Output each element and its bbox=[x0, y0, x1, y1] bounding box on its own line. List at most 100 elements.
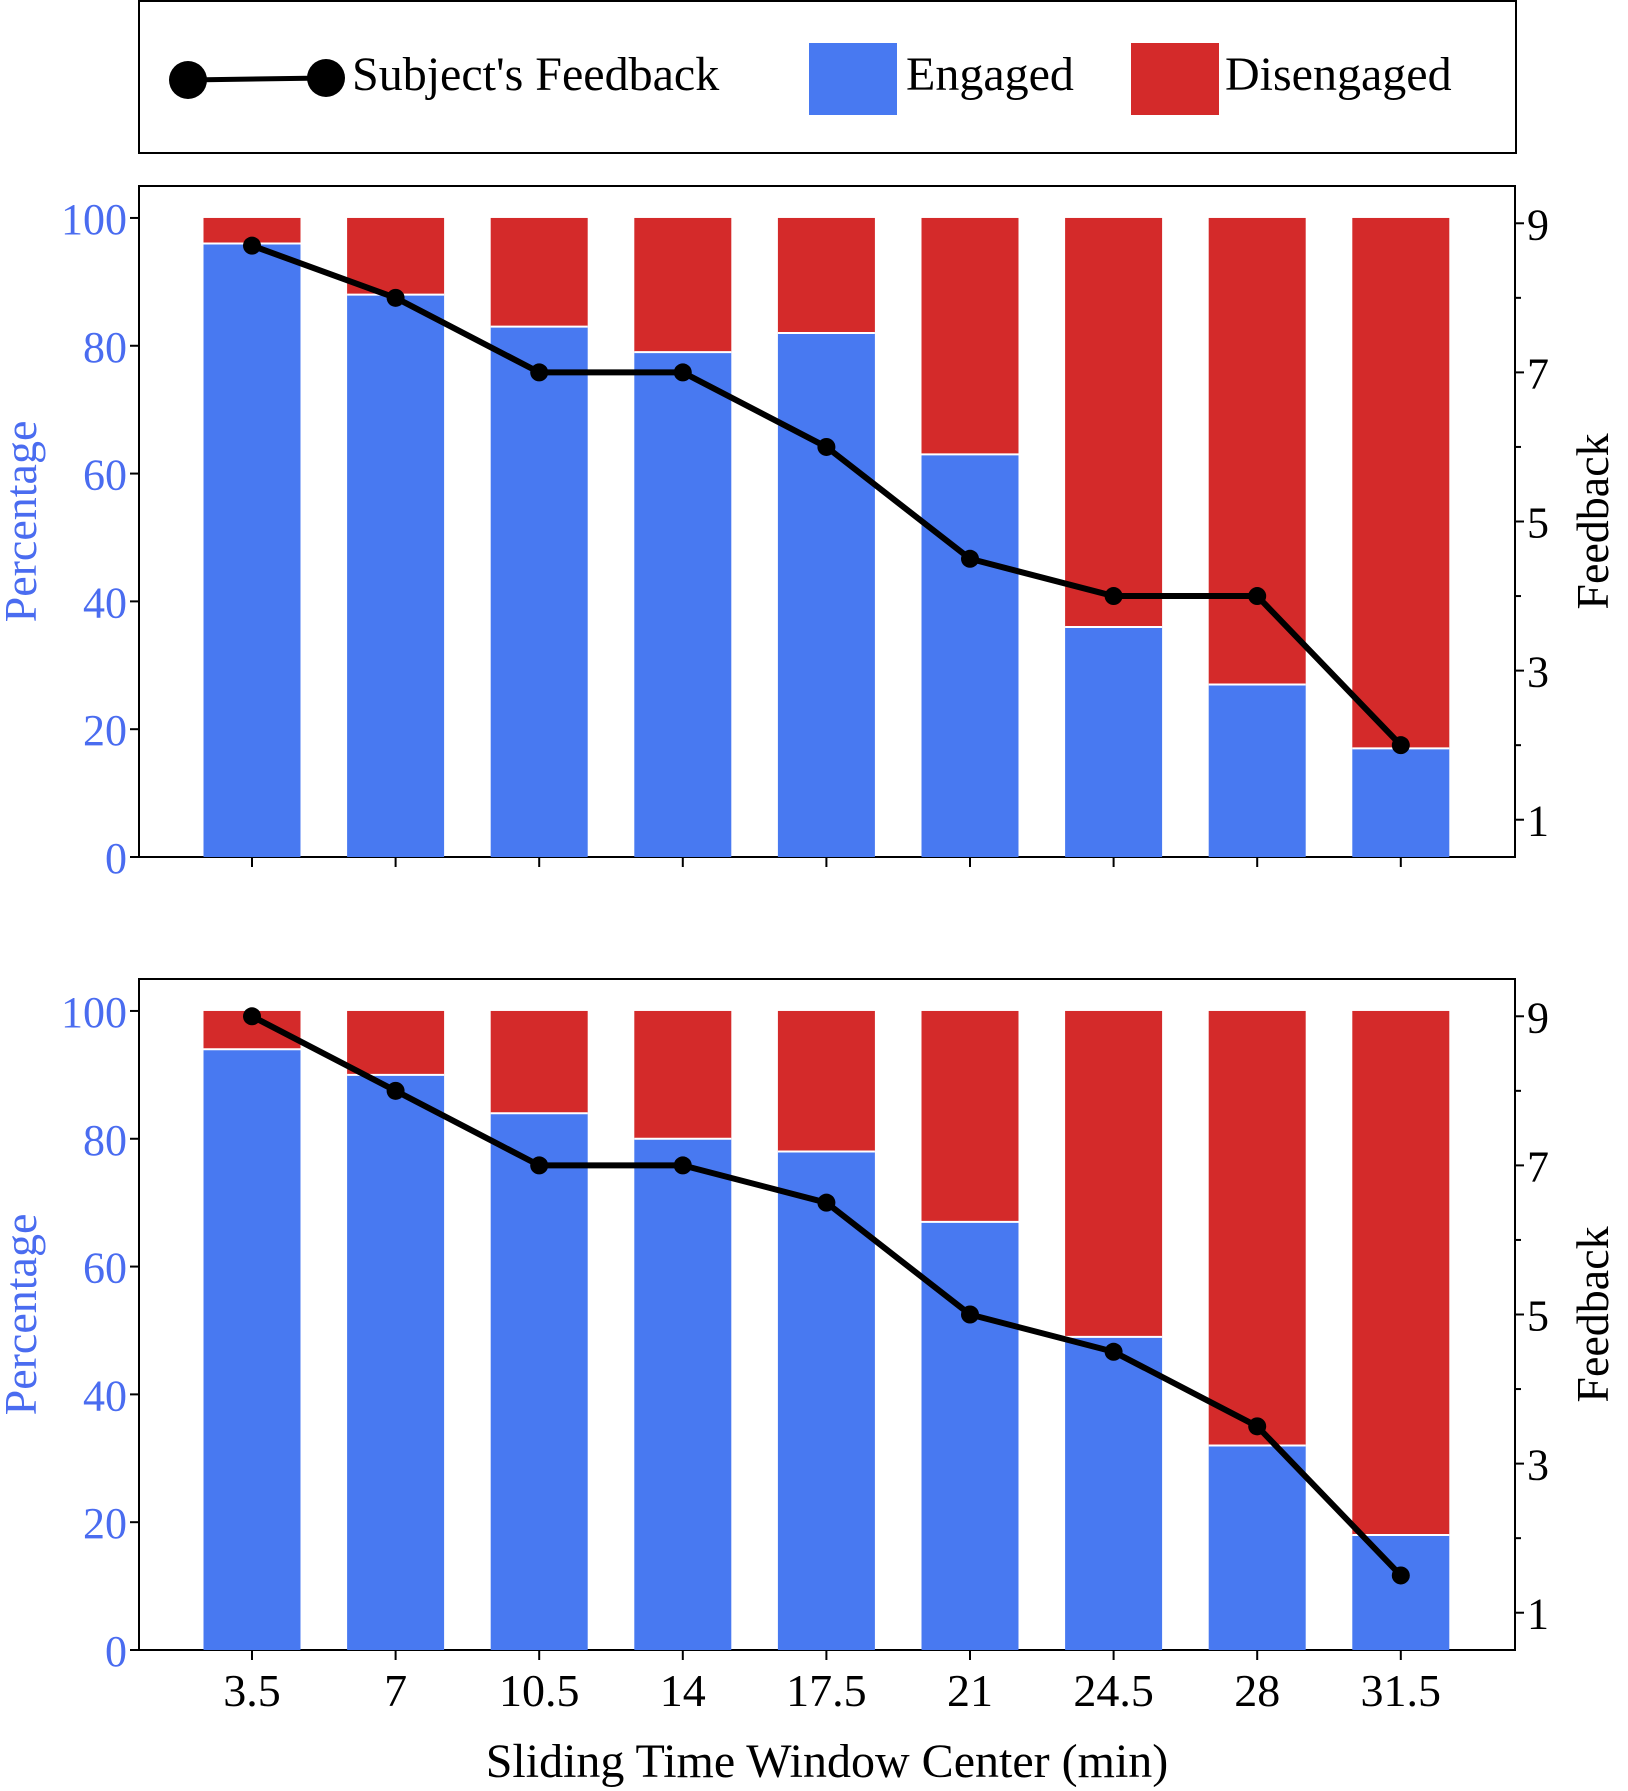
disengaged-bar bbox=[1208, 217, 1306, 685]
y2-tick-label: 7 bbox=[1527, 1142, 1549, 1191]
disengaged-bar bbox=[634, 217, 732, 353]
legend-disengaged-swatch bbox=[1131, 43, 1219, 115]
engaged-bar bbox=[1065, 1336, 1163, 1650]
y-tick-label: 100 bbox=[61, 195, 127, 244]
disengaged-bar bbox=[1352, 217, 1450, 749]
engaged-bar bbox=[203, 243, 301, 857]
feedback-marker bbox=[1104, 587, 1123, 606]
disengaged-bar bbox=[921, 1010, 1019, 1222]
engaged-bar bbox=[347, 1074, 445, 1650]
x-tick-label: 17.5 bbox=[786, 1665, 867, 1716]
engaged-bar bbox=[634, 1138, 732, 1650]
x-tick-label: 21 bbox=[947, 1665, 993, 1716]
disengaged-bar bbox=[347, 1010, 445, 1075]
engaged-bar bbox=[490, 326, 588, 858]
feedback-marker bbox=[817, 437, 836, 456]
y-tick-label: 100 bbox=[61, 988, 127, 1037]
y-axis-label: Percentage bbox=[0, 421, 46, 623]
y2-axis-label: Feedback bbox=[1567, 1226, 1618, 1402]
disengaged-bar bbox=[921, 217, 1019, 455]
y2-tick-label: 3 bbox=[1527, 648, 1549, 697]
bottom-panel: 0 20 40 60 80 100 Percentage 1 3 5 7 9 Feedback 3.5 7 1… bbox=[0, 978, 1618, 1716]
disengaged-bar bbox=[347, 217, 445, 295]
y2-tick-label: 7 bbox=[1527, 349, 1549, 398]
disengaged-bar bbox=[1208, 1010, 1306, 1446]
engaged-bar bbox=[1065, 626, 1163, 857]
x-axis-label: Sliding Time Window Center (min) bbox=[486, 1735, 1169, 1788]
engaged-bar bbox=[1352, 1534, 1450, 1650]
feedback-marker bbox=[1391, 736, 1410, 755]
y-tick-label: 20 bbox=[83, 1499, 127, 1548]
engaged-bar bbox=[203, 1049, 301, 1650]
feedback-marker bbox=[1104, 1342, 1123, 1361]
y-tick-label: 20 bbox=[83, 706, 127, 755]
y-tick-label: 80 bbox=[83, 323, 127, 372]
engaged-bar bbox=[921, 1221, 1019, 1650]
x-tick-label: 3.5 bbox=[223, 1665, 281, 1716]
y2-tick-label: 1 bbox=[1527, 1590, 1549, 1639]
engaged-bar bbox=[1208, 684, 1306, 857]
feedback-marker bbox=[386, 288, 405, 307]
legend-disengaged-label: Disengaged bbox=[1225, 48, 1452, 101]
feedback-marker bbox=[961, 549, 979, 568]
engaged-bar bbox=[921, 454, 1019, 857]
disengaged-bar bbox=[1065, 1010, 1163, 1337]
disengaged-bar bbox=[777, 1010, 875, 1152]
y-tick-label: 80 bbox=[83, 1116, 127, 1165]
engaged-bar bbox=[634, 352, 732, 857]
legend: Subject's Feedback Engaged Disengaged bbox=[138, 0, 1517, 154]
x-tick-label: 10.5 bbox=[499, 1665, 580, 1716]
top-panel: 0 20 40 60 80 100 Percentage 1 3 5 7 9 Feedback bbox=[0, 185, 1618, 883]
engaged-bar bbox=[1352, 748, 1450, 857]
x-tick-label: 24.5 bbox=[1073, 1665, 1154, 1716]
x-tick-label: 7 bbox=[384, 1665, 407, 1716]
feedback-marker bbox=[673, 1156, 692, 1175]
engaged-bar bbox=[490, 1113, 588, 1650]
disengaged-bar bbox=[1352, 1010, 1450, 1535]
legend-feedback-marker-right bbox=[307, 59, 345, 97]
disengaged-bar bbox=[777, 217, 875, 333]
x-tick-label: 14 bbox=[660, 1665, 706, 1716]
engaged-bar bbox=[777, 1151, 875, 1650]
y-axis-label: Percentage bbox=[0, 1214, 46, 1416]
disengaged-bar bbox=[1065, 217, 1163, 627]
legend-feedback-marker-left bbox=[169, 61, 207, 99]
feedback-marker bbox=[817, 1193, 836, 1212]
y-tick-label: 0 bbox=[105, 1627, 127, 1676]
feedback-marker bbox=[1391, 1566, 1410, 1585]
y2-tick-label: 5 bbox=[1527, 1292, 1549, 1341]
y-tick-label: 60 bbox=[83, 451, 127, 500]
x-tick-label: 31.5 bbox=[1361, 1665, 1442, 1716]
feedback-marker bbox=[673, 363, 692, 382]
legend-feedback-label: Subject's Feedback bbox=[352, 48, 719, 101]
engaged-bar bbox=[347, 294, 445, 858]
y2-tick-label: 9 bbox=[1527, 200, 1549, 249]
feedback-marker bbox=[961, 1305, 979, 1324]
x-tick-label: 28 bbox=[1234, 1665, 1280, 1716]
y-tick-label: 0 bbox=[105, 834, 127, 883]
disengaged-bar bbox=[490, 1010, 588, 1114]
feedback-marker bbox=[1248, 1417, 1267, 1436]
engaged-bar bbox=[777, 332, 875, 857]
feedback-marker bbox=[1248, 587, 1267, 606]
disengaged-bar bbox=[490, 217, 588, 327]
y2-tick-label: 9 bbox=[1527, 993, 1549, 1042]
y2-tick-label: 3 bbox=[1527, 1441, 1549, 1490]
feedback-marker bbox=[386, 1081, 405, 1100]
feedback-marker bbox=[243, 236, 261, 255]
feedback-marker bbox=[243, 1007, 261, 1026]
y2-axis-label: Feedback bbox=[1567, 433, 1618, 609]
feedback-marker bbox=[530, 363, 549, 382]
legend-engaged-label: Engaged bbox=[906, 48, 1074, 101]
y-tick-label: 60 bbox=[83, 1244, 127, 1293]
y-tick-label: 40 bbox=[83, 1371, 127, 1420]
legend-engaged-swatch bbox=[809, 43, 897, 115]
y2-tick-label: 5 bbox=[1527, 499, 1549, 548]
engaged-bar bbox=[1208, 1445, 1306, 1650]
y2-tick-label: 1 bbox=[1527, 797, 1549, 846]
disengaged-bar bbox=[634, 1010, 732, 1139]
y-tick-label: 40 bbox=[83, 578, 127, 627]
legend-feedback-line bbox=[187, 75, 327, 83]
feedback-marker bbox=[530, 1156, 549, 1175]
